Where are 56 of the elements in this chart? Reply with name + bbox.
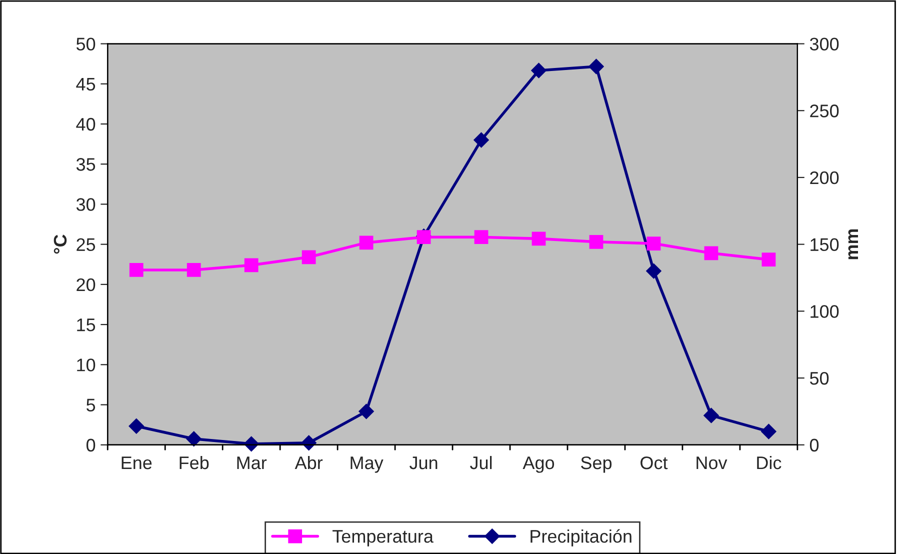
y2-tick-label: 250 (810, 104, 839, 118)
y-tick-label: 45 (76, 78, 96, 91)
point (589, 234, 604, 249)
y2-tick-label: 100 (810, 305, 839, 318)
y-tick-label: 40 (76, 118, 96, 131)
x-tick-label: Mar (237, 456, 267, 470)
x-tick-label: Jun (410, 456, 438, 470)
x-tick-label: Nov (696, 456, 728, 470)
point (186, 431, 202, 446)
point (532, 232, 546, 246)
point (301, 435, 316, 450)
point (358, 404, 374, 420)
y2-tick-label: 200 (810, 171, 839, 184)
x-tick-label: Ene (122, 456, 152, 470)
point (474, 230, 488, 244)
x-tick-label: May (350, 456, 384, 473)
y-axis-title: °C (54, 234, 67, 254)
point (244, 436, 259, 452)
point (186, 263, 201, 277)
y-tick-label: 15 (77, 318, 96, 332)
y2-tick-label: 0 (810, 438, 819, 452)
y2-tick-label: 300 (810, 38, 839, 50)
legend-label: Precipitación (530, 529, 632, 546)
y-tick-label: 30 (76, 198, 96, 211)
y-tick-label: 10 (77, 358, 96, 372)
point (129, 263, 144, 277)
point (646, 236, 661, 250)
point (761, 424, 776, 440)
point (531, 62, 546, 78)
point (302, 250, 316, 264)
legend-label: Temperatura (332, 530, 434, 546)
point (128, 418, 144, 434)
x-tick-label: Feb (180, 456, 209, 470)
x-tick-label: Ago (522, 456, 554, 473)
point (704, 246, 718, 260)
point (704, 408, 719, 424)
point (588, 58, 604, 74)
y2-axis-title: mm (848, 229, 858, 260)
point (474, 132, 489, 148)
x-tick-label: Dic (757, 456, 782, 470)
x-tick-label: Oct (640, 456, 668, 470)
y-tick-label: 0 (86, 438, 96, 452)
y-tick-label: 35 (76, 158, 96, 171)
x-tick-label: Sep (581, 456, 612, 473)
point (762, 252, 776, 266)
y-tick-label: 50 (76, 38, 96, 50)
x-tick-label: Abr (294, 456, 323, 470)
y2-tick-label: 150 (810, 238, 839, 252)
point (646, 263, 662, 279)
y2-tick-label: 50 (810, 372, 829, 385)
point (244, 258, 258, 272)
y-tick-label: 25 (76, 238, 96, 252)
y-tick-label: 5 (86, 398, 96, 412)
y-tick-label: 20 (76, 278, 96, 292)
x-tick-label: Jul (470, 456, 492, 470)
point (359, 236, 374, 250)
